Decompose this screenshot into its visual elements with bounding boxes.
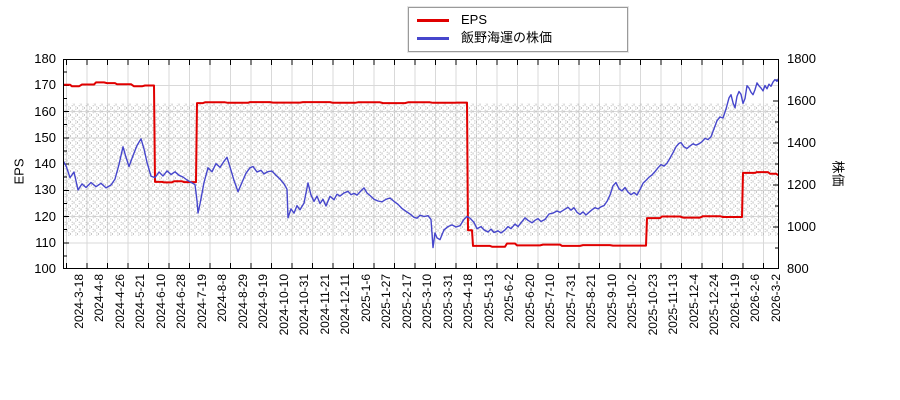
x-axis-tick-label: 2025-1-6 — [359, 274, 373, 323]
left-axis-tick-label: 180 — [34, 51, 56, 66]
x-axis-tick-label: 2024-8-29 — [236, 274, 250, 329]
left-axis-tick-label: 110 — [35, 235, 56, 250]
eps-line-swatch — [417, 18, 449, 22]
x-axis-tick-label: 2026-1-19 — [728, 274, 742, 329]
x-axis-tick-label: 2025-12-4 — [687, 274, 701, 329]
left-axis-tick-label: 130 — [34, 182, 56, 197]
plot-canvas — [63, 59, 779, 269]
right-axis-tick-label: 800 — [787, 261, 809, 276]
x-axis-tick-label: 2025-6-20 — [523, 274, 537, 329]
x-axis-tick-label: 2024-5-21 — [133, 274, 147, 329]
right-axis-title: 株価 — [830, 160, 846, 187]
hatched-band — [63, 103, 779, 236]
x-axis-tick-label: 2025-9-10 — [605, 274, 619, 329]
left-axis-tick-label: 150 — [34, 130, 56, 145]
left-axis-tick-label: 170 — [34, 77, 56, 92]
x-axis-tick-label: 2024-11-21 — [318, 274, 332, 335]
x-axis-tick-label: 2025-2-17 — [400, 274, 414, 329]
x-axis-tick-label: 2024-10-10 — [277, 274, 291, 336]
legend-label-eps: EPS — [461, 12, 488, 27]
x-axis-tick-label: 2024-3-18 — [72, 274, 86, 329]
x-axis-tick-label: 2026-3-2 — [769, 274, 783, 323]
right-axis-tick-label: 1000 — [787, 219, 816, 234]
left-axis-tick-label: 100 — [34, 261, 56, 276]
right-axis-tick-label: 1600 — [787, 93, 816, 108]
x-axis-tick-label: 2025-3-10 — [420, 274, 434, 329]
x-axis-tick-label: 2024-6-28 — [174, 274, 188, 329]
legend-label-stock-price: 飯野海運の株価 — [461, 30, 553, 45]
x-axis-tick-label: 2025-4-18 — [461, 274, 475, 329]
x-axis-tick-label: 2026-2-6 — [748, 274, 762, 323]
x-axis-tick-label: 2024-10-31 — [297, 274, 311, 336]
legend: EPS 飯野海運の株価 — [408, 7, 628, 52]
x-axis-tick-label: 2024-4-8 — [92, 274, 106, 323]
x-axis-tick-label: 2025-5-13 — [482, 274, 496, 329]
stock-price-line-swatch — [417, 36, 449, 40]
x-axis-tick-label: 2025-7-10 — [543, 274, 557, 329]
plot-area — [63, 59, 779, 269]
x-axis-tick-label: 2024-4-26 — [113, 274, 127, 329]
x-axis-tick-label: 2025-3-31 — [441, 274, 455, 329]
x-axis-tick-label: 2024-8-8 — [215, 274, 229, 323]
x-axis-tick-label: 2025-7-31 — [564, 274, 578, 329]
right-axis-tick-label: 1200 — [787, 177, 816, 192]
right-axis-tick-label: 1800 — [787, 51, 816, 66]
left-axis-tick-label: 160 — [34, 104, 56, 119]
x-axis-tick-label: 2025-11-13 — [666, 274, 680, 335]
x-axis-tick-label: 2024-7-19 — [195, 274, 209, 329]
eps-line — [63, 81, 779, 248]
left-axis-tick-label: 120 — [34, 209, 56, 224]
right-axis-tick-label: 1400 — [787, 135, 816, 150]
x-axis-tick-label: 2025-1-27 — [379, 274, 393, 329]
x-axis-tick-label: 2025-10-2 — [625, 274, 639, 329]
x-axis-tick-label: 2025-6-2 — [502, 274, 516, 323]
x-axis-tick-label: 2024-9-19 — [256, 274, 270, 329]
x-axis-tick-label: 2025-8-21 — [584, 274, 598, 329]
legend-item-eps: EPS — [409, 11, 627, 29]
x-axis-tick-label: 2024-6-10 — [154, 274, 168, 329]
x-axis-tick-label: 2024-12-11 — [338, 274, 352, 335]
x-axis-tick-label: 2025-12-24 — [707, 274, 721, 336]
legend-item-stock-price: 飯野海運の株価 — [409, 29, 627, 47]
left-axis-tick-label: 140 — [34, 156, 56, 171]
stock-price-line — [63, 77, 779, 249]
x-axis-tick-label: 2025-10-23 — [646, 274, 660, 336]
